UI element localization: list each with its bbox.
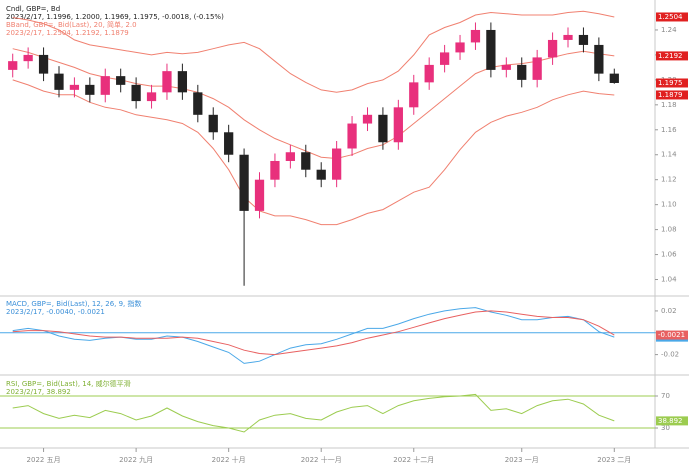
last-value-label: 1.1879	[658, 91, 683, 99]
bollinger-lower	[12, 79, 615, 226]
indicator-line	[12, 307, 615, 364]
bollinger-upper	[12, 10, 615, 93]
candle-body	[38, 54, 49, 74]
last-value-box	[656, 78, 688, 88]
last-value-box	[656, 90, 688, 100]
candle-body	[54, 73, 64, 90]
y-tick-label: -0.02	[661, 351, 679, 359]
candle-body	[316, 169, 326, 180]
last-value-label: 38.892	[658, 417, 683, 425]
y-tick-label: 1.18	[661, 101, 677, 109]
candle-body	[162, 71, 172, 93]
candle-body	[285, 152, 295, 161]
candle-body	[501, 64, 511, 70]
y-tick-label: 70	[661, 392, 670, 400]
candle-body	[424, 64, 434, 83]
candle-body	[455, 42, 465, 53]
y-tick-label: 1.04	[661, 276, 677, 284]
y-tick-label: 1.06	[661, 251, 677, 259]
candle-body	[193, 92, 203, 115]
candle-body	[8, 61, 18, 70]
candle-body	[609, 73, 619, 83]
candle-body	[393, 107, 403, 143]
x-tick-label: 2022 十二月	[393, 455, 434, 464]
candle-body	[177, 71, 188, 93]
panel-subtitle: 2023/2/17, 38.892	[6, 388, 71, 396]
candle-body	[547, 39, 558, 58]
last-value-label: 1.2504	[658, 13, 683, 21]
candle-body	[131, 84, 141, 102]
candle-body	[146, 92, 157, 102]
last-value-label: 1.1975	[658, 79, 683, 87]
last-value-label: 1.2192	[658, 52, 683, 60]
x-tick-label: 2022 九月	[119, 455, 153, 464]
last-value-box	[656, 330, 688, 340]
indicator-line	[12, 393, 615, 433]
annotation: BBand, GBP=, Bid(Last), 20, 简单, 2.0	[6, 20, 137, 29]
candle-body	[578, 34, 589, 45]
indicator-line	[12, 310, 615, 356]
candle-body	[100, 76, 110, 95]
last-value-box	[656, 12, 688, 22]
candle-body	[362, 114, 373, 124]
panel-title: RSI, GBP=, Bid(Last), 14, 威尔德平滑	[6, 379, 131, 388]
x-tick-label: 2022 五月	[27, 456, 61, 464]
x-tick-label: 2022 十月	[212, 455, 246, 464]
candle-body	[563, 34, 573, 40]
candle-body	[301, 152, 311, 170]
candle-body	[486, 29, 496, 70]
last-value-label: -0.0021	[658, 331, 685, 339]
candle-body	[254, 179, 265, 211]
candle-body	[116, 76, 126, 85]
candle-body	[409, 82, 419, 108]
candle-body	[332, 148, 342, 180]
y-tick-label: 30	[661, 424, 670, 432]
candle-body	[23, 54, 33, 62]
panel-subtitle: 2023/2/17, 1.1996, 1.2000, 1.1969, 1.197…	[6, 13, 224, 21]
y-tick-label: 0.02	[661, 307, 677, 315]
candle-body	[208, 114, 218, 133]
y-tick-label: 1.24	[661, 26, 677, 34]
candle-body	[470, 29, 481, 43]
y-tick-label: 1.14	[661, 151, 677, 159]
candle-body	[439, 52, 450, 65]
x-tick-label: 2022 十一月	[301, 455, 342, 464]
candle-body	[594, 44, 604, 74]
panel-subtitle: 2023/2/17, -0.0040, -0.0021	[6, 308, 105, 316]
candle-body	[224, 132, 234, 155]
candle-body	[239, 154, 249, 211]
x-tick-label: 2023 二月	[597, 456, 631, 464]
annotation: 2023/2/17, 1.2504, 1.2192, 1.1879	[6, 29, 129, 37]
candle-body	[517, 64, 527, 80]
panel-title: MACD, GBP=, Bid(Last), 12, 26, 9, 指数	[6, 299, 142, 308]
last-value-box	[656, 51, 688, 61]
candle-body	[270, 160, 280, 180]
candle-body	[378, 114, 388, 143]
last-value-box	[656, 416, 688, 426]
y-tick-label: 1.16	[661, 126, 677, 134]
candle-body	[69, 84, 80, 90]
y-tick-label: 1.08	[661, 226, 677, 234]
candle-body	[532, 57, 542, 80]
candle-body	[85, 84, 95, 95]
panel-title: Cndl, GBP=, Bd	[6, 5, 60, 13]
y-tick-label: 1.10	[661, 201, 677, 209]
candle-body	[347, 123, 357, 149]
x-tick-label: 2023 一月	[505, 456, 539, 464]
bollinger-middle	[12, 48, 615, 160]
y-tick-label: 1.12	[661, 176, 677, 184]
